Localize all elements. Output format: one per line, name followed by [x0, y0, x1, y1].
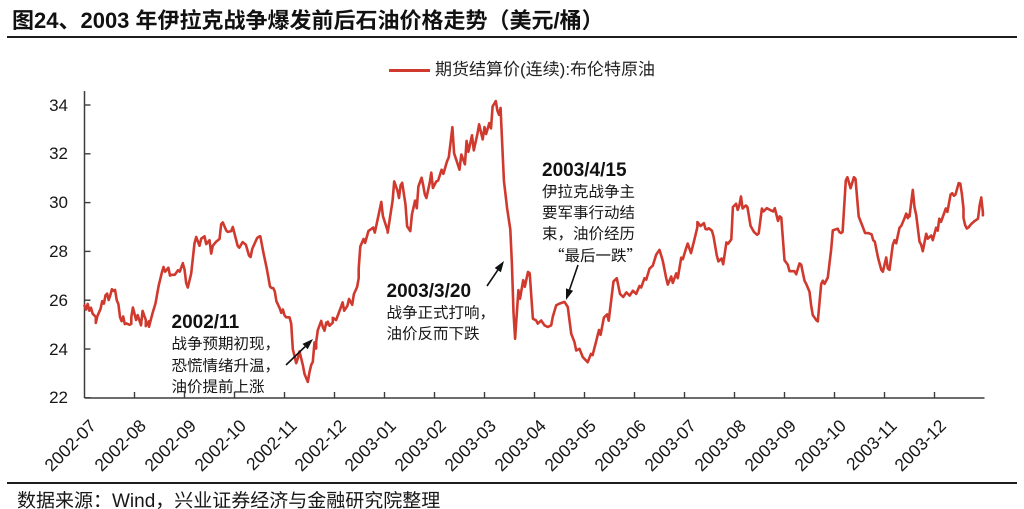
header-rule [7, 36, 1017, 38]
legend-label: 期货结算价(连续):布伦特原油 [435, 60, 656, 79]
annotation-arrow-head [494, 261, 504, 273]
annotation-date: 2003/4/15 [542, 159, 627, 181]
annotation-text-line: 战争正式打响， [386, 300, 496, 323]
annotation-arrow-head [566, 288, 574, 300]
annotation-2003-3-20: 2003/3/20 战争正式打响， 油价反而下跌 [387, 281, 496, 345]
annotation-2002-11: 2002/11 战争预期初现， 恐慌情绪升温， 油价提前上涨 [172, 312, 281, 397]
annotation-date: 2002/11 [171, 312, 240, 333]
footer-rule [7, 482, 1017, 484]
annotation-arrow-line [285, 346, 306, 366]
data-source-note: 数据来源：Wind，兴业证券经济与金融研究院整理 [17, 491, 441, 509]
legend: 期货结算价(连续):布伦特原油 [389, 61, 655, 79]
y-tick-label: 22 [49, 388, 68, 408]
annotation-text-line: 油价提前上涨 [171, 374, 265, 397]
annotation-2003-4-15: 2003/4/15 伊拉克战争主 要军事行动结 束，油价经历 “最后一跌” [542, 160, 642, 266]
annotation-arrow-line [486, 269, 499, 287]
price-line [83, 99, 985, 384]
y-tick-label: 32 [49, 144, 68, 164]
legend-line-swatch [389, 68, 430, 72]
y-tick-label: 34 [49, 95, 68, 115]
y-tick-label: 30 [49, 193, 68, 213]
chart-title: 图24、2003 年伊拉克战争爆发前后石油价格走势（美元/桶） [12, 8, 604, 33]
annotation-text-line: 要军事行动结 [542, 201, 636, 224]
y-tick-label: 24 [49, 339, 68, 359]
annotation-date: 2003/3/20 [386, 280, 472, 302]
y-tick-label: 26 [49, 290, 68, 310]
annotation-arrow-line [568, 264, 579, 290]
annotation-text-line: 伊拉克战争主 [542, 179, 636, 202]
annotation-text-line: 束，油价经历 [542, 222, 636, 245]
annotation-arrow-head [302, 339, 313, 350]
annotation-text-line: 战争预期初现， [171, 332, 281, 355]
annotation-text-line: 恐慌情绪升温， [171, 353, 281, 376]
annotation-text-line: 油价反而下跌 [386, 322, 480, 345]
annotation-text-line: “最后一跌” [549, 243, 643, 266]
y-tick-label: 28 [49, 241, 68, 261]
